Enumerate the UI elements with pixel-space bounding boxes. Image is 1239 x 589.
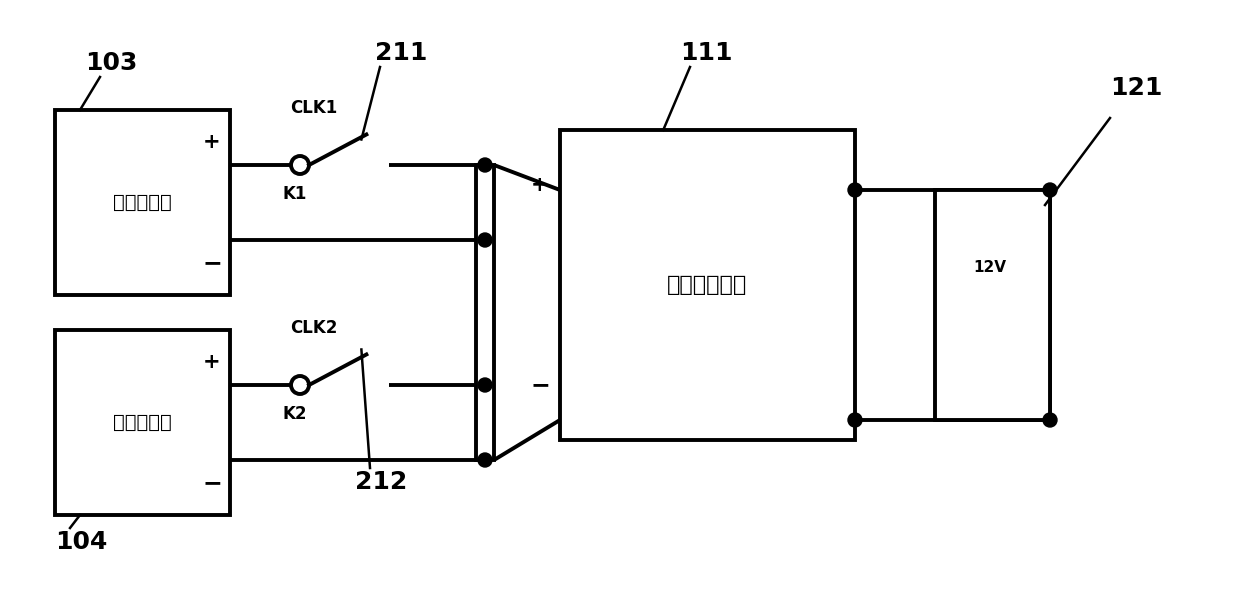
- Text: +: +: [203, 352, 221, 372]
- Text: 121: 121: [1110, 76, 1162, 100]
- Text: K2: K2: [282, 405, 307, 423]
- Text: 104: 104: [55, 530, 108, 554]
- Text: 第二电池板: 第二电池板: [113, 413, 172, 432]
- Text: 212: 212: [356, 470, 408, 494]
- Circle shape: [478, 158, 492, 172]
- Text: −: −: [202, 251, 222, 275]
- Text: 第一电池板: 第一电池板: [113, 193, 172, 212]
- Text: 充电控制装置: 充电控制装置: [668, 275, 747, 295]
- Circle shape: [1043, 413, 1057, 427]
- Text: −: −: [202, 471, 222, 495]
- Bar: [55, 330, 230, 515]
- Circle shape: [1043, 183, 1057, 197]
- Text: 103: 103: [85, 51, 138, 75]
- Text: K1: K1: [282, 185, 307, 203]
- Text: +: +: [203, 132, 221, 152]
- Text: 211: 211: [375, 41, 427, 65]
- Text: −: −: [530, 373, 550, 397]
- Bar: [935, 190, 1049, 420]
- Circle shape: [847, 413, 862, 427]
- Text: 111: 111: [680, 41, 732, 65]
- Bar: [476, 165, 494, 460]
- Bar: [560, 130, 855, 440]
- Bar: [55, 110, 230, 295]
- Circle shape: [478, 378, 492, 392]
- Text: CLK2: CLK2: [290, 319, 337, 337]
- Text: 12V: 12V: [974, 260, 1006, 275]
- Circle shape: [478, 453, 492, 467]
- Text: +: +: [532, 175, 549, 195]
- Circle shape: [478, 233, 492, 247]
- Circle shape: [847, 183, 862, 197]
- Text: CLK1: CLK1: [290, 99, 337, 117]
